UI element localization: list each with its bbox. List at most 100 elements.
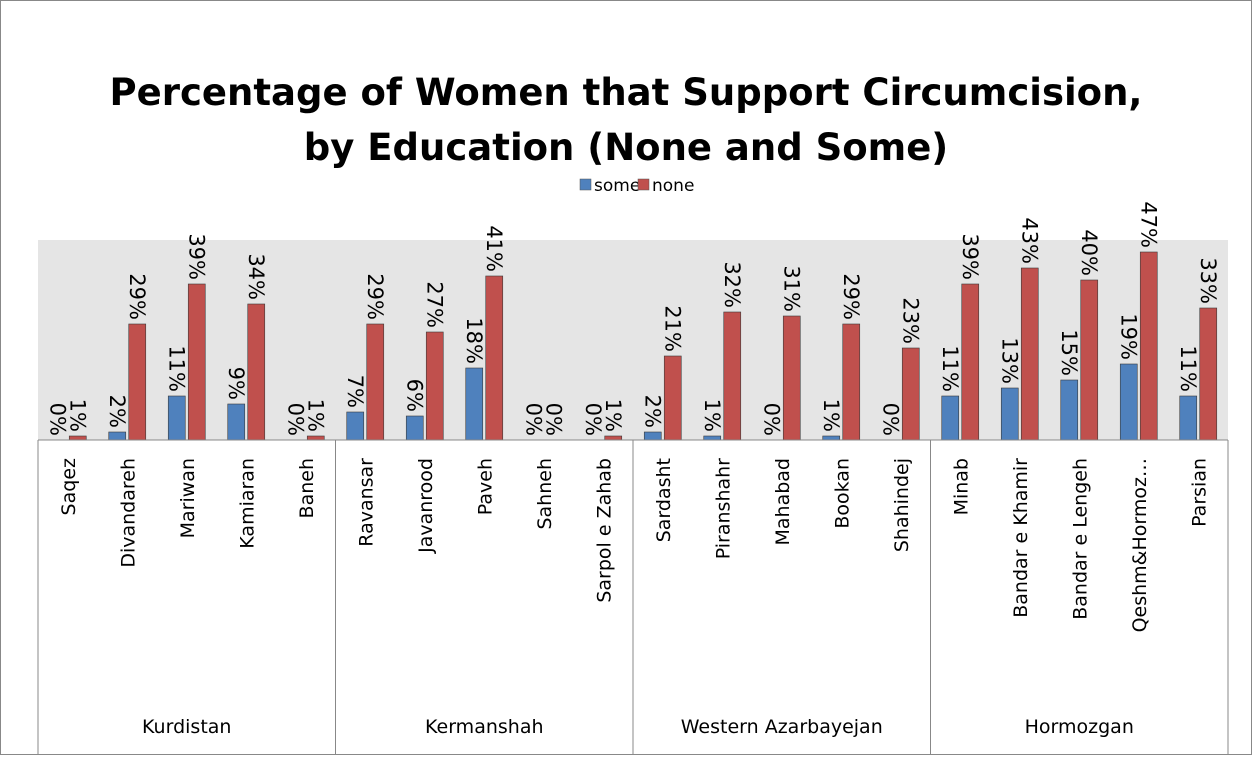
x-tick-label: Sarpol e Zahab bbox=[593, 458, 615, 603]
data-label: 21% bbox=[660, 305, 684, 352]
data-label: 29% bbox=[839, 273, 863, 320]
group-label: Western Azarbayejan bbox=[681, 716, 883, 738]
bar bbox=[723, 311, 742, 441]
bar bbox=[703, 435, 722, 441]
bar bbox=[187, 283, 206, 441]
bar bbox=[227, 403, 246, 441]
x-tick-label: Qeshm&Hormoz… bbox=[1129, 458, 1151, 632]
x-tick-label: Javanrood bbox=[415, 458, 437, 554]
bar bbox=[1139, 251, 1158, 441]
data-label: 29% bbox=[363, 273, 387, 320]
bar bbox=[842, 323, 861, 441]
bar bbox=[1020, 267, 1039, 441]
data-label: 1% bbox=[819, 399, 843, 432]
x-tick-label: Sahneh bbox=[534, 458, 556, 530]
bar bbox=[366, 323, 385, 441]
x-tick-label: Sardasht bbox=[653, 458, 675, 542]
data-label: 47% bbox=[1136, 201, 1160, 248]
bar bbox=[1080, 279, 1099, 441]
data-label: 23% bbox=[898, 297, 922, 344]
bar bbox=[128, 323, 147, 441]
data-label: 43% bbox=[1017, 217, 1041, 264]
data-label: 11% bbox=[938, 345, 962, 392]
bar bbox=[822, 435, 841, 441]
x-tick-label: Saqez bbox=[58, 458, 80, 515]
bar bbox=[247, 303, 266, 441]
data-label: 0% bbox=[521, 403, 545, 436]
legend-swatch bbox=[579, 178, 592, 191]
bar bbox=[485, 275, 504, 441]
x-tick-label: Divandareh bbox=[117, 458, 139, 568]
data-label: 32% bbox=[720, 261, 744, 308]
data-label: 39% bbox=[958, 233, 982, 280]
data-label: 6% bbox=[402, 379, 426, 412]
data-label: 34% bbox=[244, 253, 268, 300]
bar bbox=[405, 415, 424, 441]
data-label: 41% bbox=[482, 225, 506, 272]
data-label: 0% bbox=[878, 403, 902, 436]
bar bbox=[604, 435, 623, 441]
data-label: 40% bbox=[1077, 229, 1101, 276]
group-label: Hormozgan bbox=[1025, 716, 1134, 738]
legend-swatch bbox=[637, 178, 650, 191]
legend-label: none bbox=[652, 176, 694, 196]
data-label: 0% bbox=[283, 403, 307, 436]
data-label: 29% bbox=[125, 273, 149, 320]
x-tick-label: Bandar e Khamir bbox=[1010, 458, 1032, 618]
group-label: Kermanshah bbox=[425, 716, 544, 738]
bar bbox=[901, 347, 920, 441]
bar bbox=[346, 411, 365, 441]
data-label: 11% bbox=[164, 345, 188, 392]
chart-title: Percentage of Women that Support Circumc… bbox=[110, 71, 1143, 114]
bar bbox=[1179, 395, 1198, 441]
data-label: 9% bbox=[224, 367, 248, 400]
bar bbox=[1060, 379, 1079, 441]
x-tick-label: Mahabad bbox=[772, 458, 794, 546]
data-label: 1% bbox=[65, 399, 89, 432]
bar bbox=[465, 367, 484, 441]
x-tick-label: Mariwan bbox=[177, 458, 199, 538]
data-label: 15% bbox=[1057, 329, 1081, 376]
data-label: 0% bbox=[759, 403, 783, 436]
data-label: 33% bbox=[1196, 257, 1220, 304]
x-tick-label: Bookan bbox=[831, 458, 853, 529]
bar bbox=[782, 315, 801, 441]
bar bbox=[1119, 363, 1138, 441]
data-label: 1% bbox=[601, 399, 625, 432]
data-label: 0% bbox=[45, 403, 69, 436]
data-label: 2% bbox=[105, 395, 129, 428]
bar bbox=[663, 355, 682, 441]
plot-area bbox=[38, 240, 1228, 440]
bar bbox=[941, 395, 960, 441]
bar bbox=[1199, 307, 1218, 441]
data-label: 0% bbox=[581, 403, 605, 436]
bar bbox=[961, 283, 980, 441]
legend-label: some bbox=[594, 176, 640, 196]
group-label: Kurdistan bbox=[142, 716, 231, 738]
x-tick-label: Shahindej bbox=[891, 458, 913, 552]
data-label: 1% bbox=[700, 399, 724, 432]
x-tick-label: Bandar e Lengeh bbox=[1069, 458, 1091, 620]
bar bbox=[68, 435, 87, 441]
data-label: 0% bbox=[541, 403, 565, 436]
bar bbox=[167, 395, 186, 441]
x-tick-label: Baneh bbox=[296, 458, 318, 518]
data-label: 39% bbox=[184, 233, 208, 280]
data-label: 2% bbox=[640, 395, 664, 428]
data-label: 19% bbox=[1116, 313, 1140, 360]
x-tick-label: Parsian bbox=[1188, 458, 1210, 527]
x-tick-label: Minab bbox=[950, 458, 972, 515]
x-tick-label: Piranshahr bbox=[712, 458, 734, 559]
bar bbox=[108, 431, 127, 441]
bar bbox=[306, 435, 325, 441]
chart-title: by Education (None and Some) bbox=[304, 126, 948, 169]
data-label: 31% bbox=[779, 265, 803, 312]
data-label: 1% bbox=[303, 399, 327, 432]
x-tick-label: Paveh bbox=[474, 458, 496, 515]
bar bbox=[425, 331, 444, 441]
data-label: 7% bbox=[343, 375, 367, 408]
x-tick-label: Ravansar bbox=[355, 458, 377, 547]
data-label: 13% bbox=[997, 337, 1021, 384]
data-label: 11% bbox=[1176, 345, 1200, 392]
